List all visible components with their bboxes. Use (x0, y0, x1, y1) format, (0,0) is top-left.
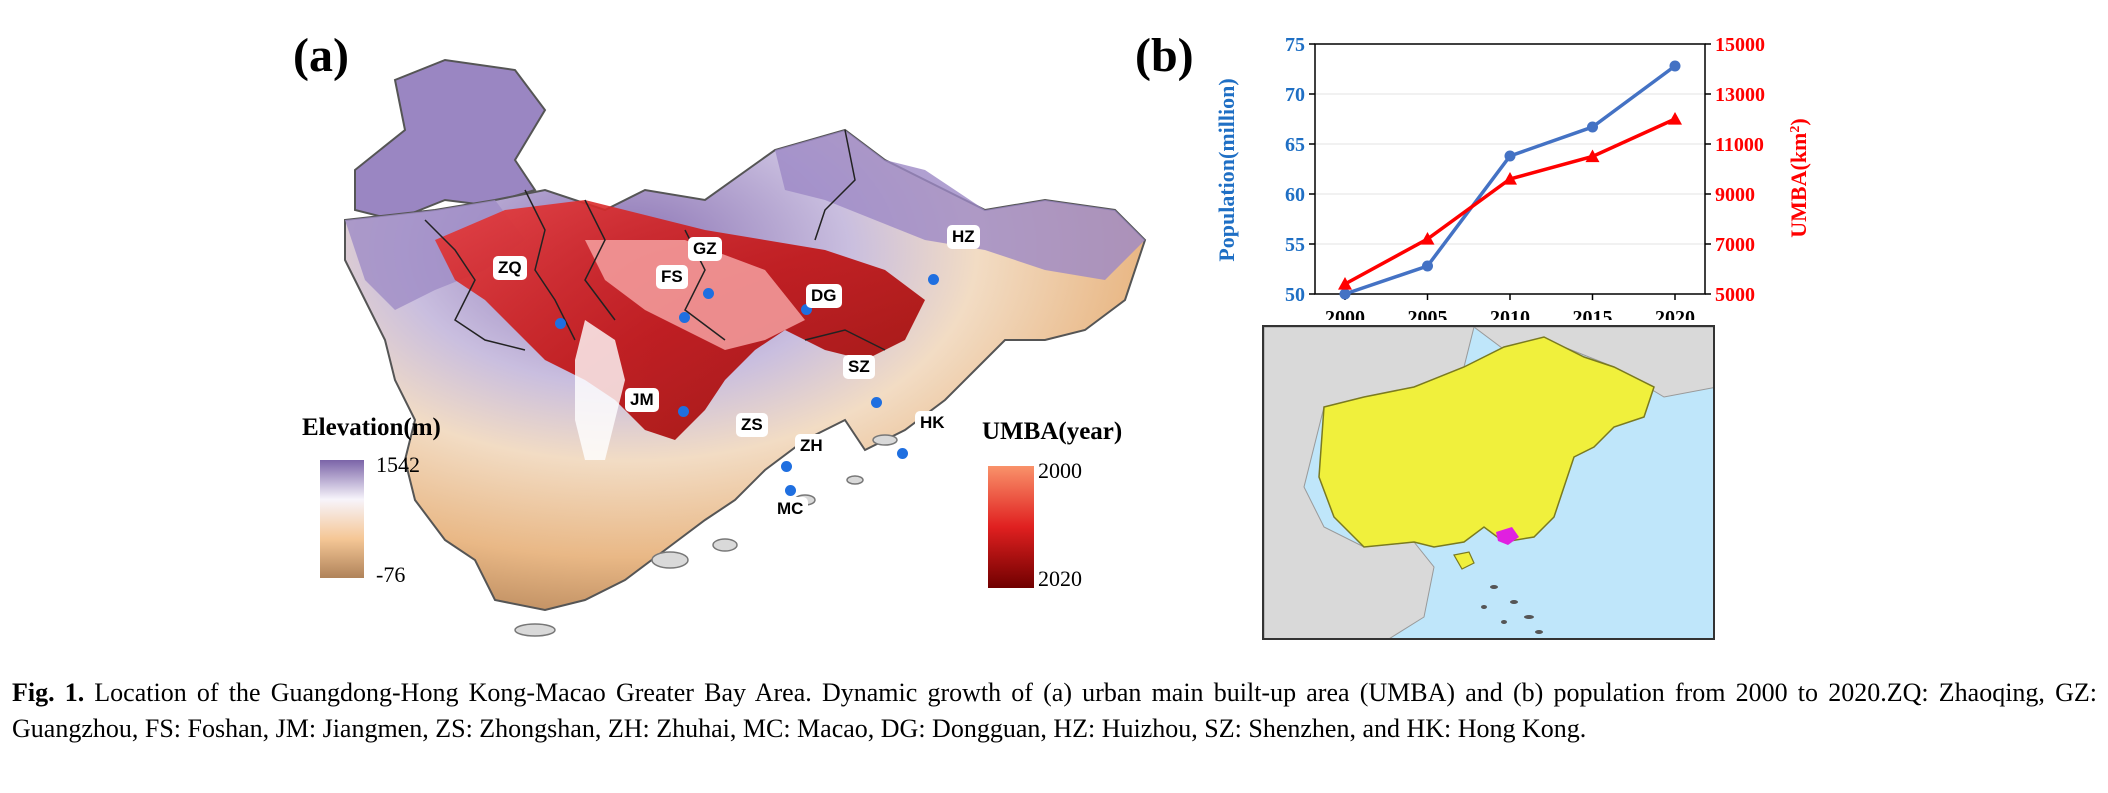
right-tick-label-0: 5000 (1715, 284, 1755, 306)
china-inset-map (1262, 325, 1715, 640)
x-tick-label-4: 2020 (1655, 307, 1695, 320)
marker-hk (897, 448, 908, 459)
marker-jm (678, 406, 689, 417)
umba-end-label: 2020 (1038, 566, 1082, 591)
caption-fig-number: Fig. 1. (12, 678, 85, 707)
series-1-point-1 (1420, 232, 1435, 245)
umba-colorbar (988, 466, 1034, 588)
label-jm: JM (625, 388, 659, 412)
marker-mc (785, 485, 796, 496)
left-axis-ticks: 50 55 60 65 70 75 (1285, 34, 1315, 306)
label-mc: MC (772, 497, 809, 521)
label-zh: ZH (795, 434, 828, 458)
ne-mountains (775, 130, 1145, 280)
label-zs: ZS (736, 413, 768, 437)
series-1-point-2 (1503, 172, 1517, 185)
x-tick-label-1: 2005 (1408, 307, 1448, 320)
elevation-min-label: -76 (376, 562, 406, 587)
umba-core (585, 240, 805, 350)
series-1-point-0 (1338, 277, 1352, 290)
label-fs: FS (656, 265, 688, 289)
right-axis-label: UMBA(km2) (1786, 118, 1811, 237)
south-china-sea-islands (1481, 585, 1543, 634)
panel-b-label: (b) (1135, 29, 1194, 82)
x-tick-label-3: 2015 (1573, 307, 1613, 320)
series-0-point-0 (1339, 288, 1351, 300)
chart-series (1338, 60, 1682, 300)
left-tick-label-2: 60 (1285, 184, 1305, 206)
right-axis-label-sup: 2 (1788, 126, 1803, 133)
umba-legend-title: UMBA(year) (982, 418, 1123, 445)
right-tick-label-2: 9000 (1715, 184, 1755, 206)
left-tick-label-4: 70 (1285, 84, 1305, 106)
chart-grid (1315, 43, 1705, 295)
x-tick-label-0: 2000 (1325, 307, 1365, 320)
right-axis-label-end: ) (1786, 118, 1811, 125)
right-axis-label-base: UMBA(km (1786, 133, 1811, 238)
label-zq: ZQ (493, 256, 527, 280)
hainan-island (1453, 551, 1475, 570)
series-0-point-4 (1669, 60, 1681, 72)
right-tick-label-3: 11000 (1715, 134, 1764, 156)
series-0-point-2 (1504, 150, 1516, 162)
label-hz: HZ (947, 225, 980, 249)
plot-frame (1314, 43, 1706, 295)
series-1-point-4 (1668, 112, 1682, 125)
gba-highlight (1496, 527, 1519, 545)
label-dg: DG (806, 284, 842, 308)
elevation-urban-map (344, 58, 1147, 637)
marker-gz (703, 288, 714, 299)
population-umba-chart: 50 55 60 65 70 75 5000 7000 9000 11000 13000 15000… (1214, 34, 1811, 320)
left-axis-label: Population(million) (1214, 78, 1239, 261)
left-tick-label-5: 75 (1285, 34, 1305, 56)
marker-fs (679, 312, 690, 323)
left-tick-label-3: 65 (1285, 134, 1305, 156)
label-hk: HK (915, 411, 950, 435)
marker-hz (928, 274, 939, 285)
umba-start-label: 2000 (1038, 458, 1082, 483)
series-1-point-3 (1585, 149, 1600, 163)
figure-caption: Fig. 1. Location of the Guangdong-Hong Ko… (12, 675, 2097, 747)
left-tick-label-1: 55 (1285, 234, 1305, 256)
city-boundaries (424, 129, 886, 351)
china (1318, 336, 1655, 548)
marker-zq (555, 318, 566, 329)
series-0-point-1 (1422, 260, 1433, 272)
label-gz: GZ (688, 237, 722, 261)
marker-zh (781, 461, 792, 472)
elevation-colorbar (320, 460, 364, 578)
elevation-max-label: 1542 (376, 452, 420, 477)
right-tick-label-4: 13000 (1715, 84, 1765, 106)
caption-text: Location of the Guangdong-Hong Kong-Maca… (12, 678, 2097, 743)
right-axis-ticks: 5000 7000 9000 11000 13000 15000 (1705, 34, 1765, 306)
x-axis-ticks: 2000 2005 2010 2015 2020 (1325, 294, 1695, 320)
marker-dg (801, 304, 812, 315)
pearl-river-estuary (575, 320, 625, 460)
right-tick-label-1: 7000 (1715, 234, 1755, 256)
x-tick-label-2: 2010 (1490, 307, 1530, 320)
series-0-point-3 (1587, 121, 1598, 133)
marker-sz (871, 397, 882, 408)
panel-a-label: (a) (293, 29, 349, 82)
right-tick-label-5: 15000 (1715, 34, 1765, 56)
china-inset-svg (1264, 327, 1713, 638)
label-sz: SZ (843, 355, 875, 379)
left-tick-label-0: 50 (1285, 284, 1305, 306)
elevation-legend-title: Elevation(m) (302, 414, 441, 441)
